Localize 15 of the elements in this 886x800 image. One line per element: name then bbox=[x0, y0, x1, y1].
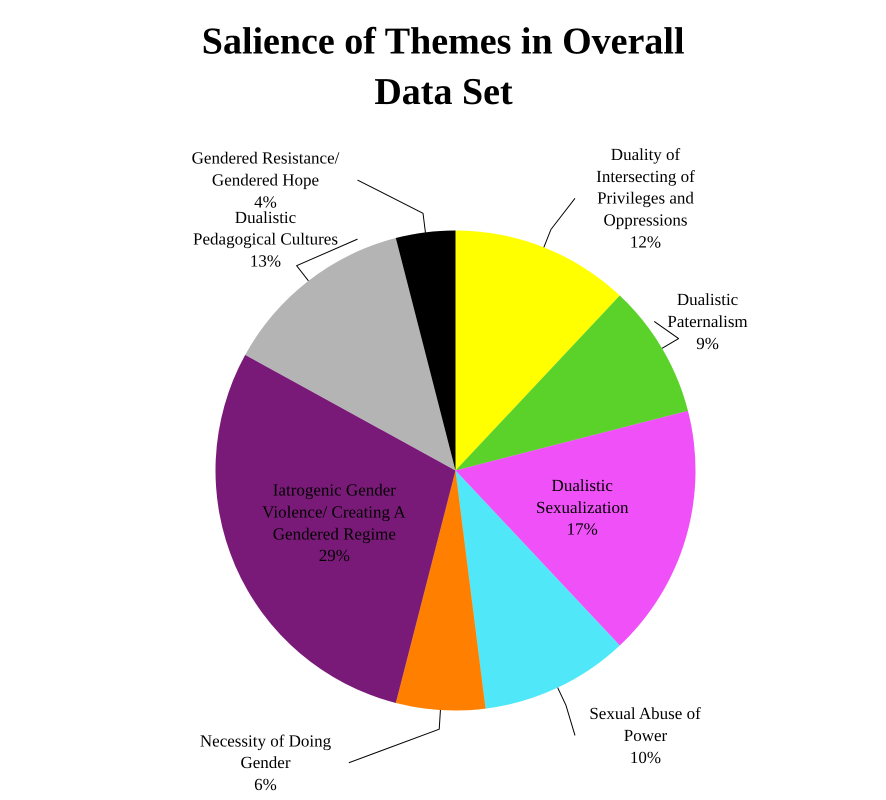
slice-label: Sexual Abuse of Power bbox=[589, 704, 702, 745]
slice-label: Necessity of Doing Gender bbox=[200, 731, 332, 772]
slice-label: Dualistic Sexualization bbox=[536, 476, 630, 517]
chart-title: Salience of Themes in Overall Data Set bbox=[202, 20, 685, 113]
data-label: 10% bbox=[630, 748, 662, 767]
slice-label: Iatrogenic Gender Violence/ Creating A Gendered Regime bbox=[262, 480, 406, 544]
data-label: 17% bbox=[566, 520, 598, 539]
data-label: 29% bbox=[318, 546, 350, 566]
data-label: 13% bbox=[250, 251, 282, 270]
data-label: 12% bbox=[630, 232, 662, 252]
slice-label: Gendered Resistance/ Gendered Hope bbox=[192, 148, 340, 190]
slice-label: Dualistic Paternalism bbox=[667, 290, 748, 331]
data-label: 9% bbox=[696, 334, 719, 353]
slice-label: Duality of Intersecting of Privileges and Oppressions bbox=[596, 145, 696, 230]
data-label: 6% bbox=[254, 775, 277, 794]
